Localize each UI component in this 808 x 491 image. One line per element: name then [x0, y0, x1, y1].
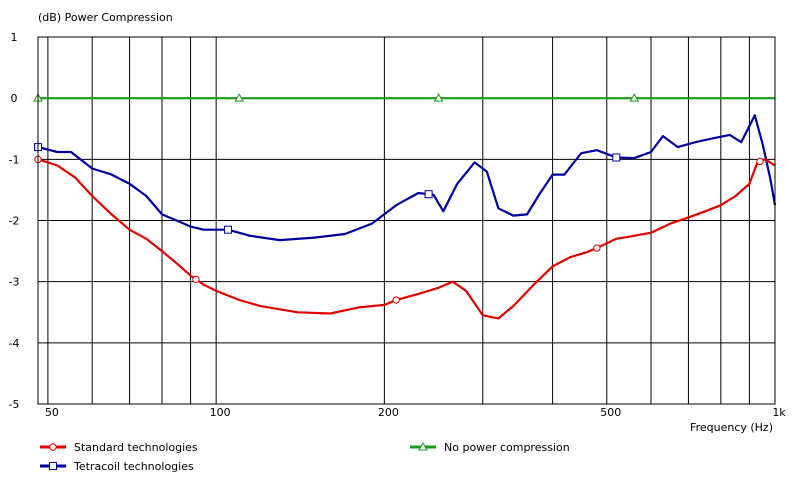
- legend-swatch-marker: [49, 462, 57, 470]
- series-tetracoil-technologies: [34, 114, 777, 242]
- series-marker-no-power-compression: [629, 93, 640, 102]
- series-marker-no-power-compression: [234, 93, 245, 102]
- y-tick-label: 1: [11, 31, 18, 44]
- legend-label: No power compression: [444, 441, 570, 454]
- legend-item-tetracoil-technologies: Tetracoil technologies: [40, 460, 194, 473]
- y-tick-label: -2: [9, 215, 20, 228]
- y-tick-label: -1: [9, 153, 20, 166]
- y-tick-labels: 1 0 -1 -2 -3 -4 -5: [9, 31, 20, 411]
- series-marker-standard-technologies: [392, 296, 400, 304]
- series-marker-standard-technologies: [756, 157, 764, 166]
- x-tick-label: 100: [210, 406, 231, 419]
- series-marker-standard-technologies: [593, 244, 601, 252]
- x-tick-label: 1k: [772, 406, 786, 419]
- series-marker-standard-technologies: [192, 275, 200, 283]
- legend-swatch-marker: [49, 443, 57, 451]
- plot-border: [37, 36, 776, 405]
- legend: Standard technologies Tetracoil technolog…: [40, 441, 570, 473]
- legend-label: Tetracoil technologies: [73, 460, 194, 473]
- y-tick-label: -4: [9, 337, 20, 350]
- chart-title: (dB) Power Compression: [38, 11, 173, 24]
- x-tick-label: 500: [600, 406, 621, 419]
- legend-label: Standard technologies: [74, 441, 198, 454]
- y-tick-label: -5: [9, 398, 20, 411]
- y-tick-label: -3: [9, 276, 20, 289]
- legend-swatch-marker: [418, 441, 428, 451]
- y-tick-label: 0: [11, 92, 18, 105]
- series-line-tetracoil-technologies: [37, 114, 777, 242]
- series-marker-tetracoil-technologies: [223, 225, 232, 234]
- x-tick-label: 50: [45, 406, 59, 419]
- x-tick-label: 200: [378, 406, 399, 419]
- legend-item-no-power-compression: No power compression: [410, 441, 570, 454]
- series-marker-tetracoil-technologies: [424, 190, 433, 199]
- series-line-standard-technologies: [37, 158, 776, 320]
- legend-item-standard-technologies: Standard technologies: [40, 441, 198, 454]
- x-tick-labels: 50 100 200 500 1k: [45, 406, 786, 419]
- series-layer: [33, 93, 777, 320]
- x-axis-label: Frequency (Hz): [690, 421, 773, 434]
- series-standard-technologies: [34, 155, 776, 320]
- series-marker-no-power-compression: [433, 93, 444, 102]
- series-marker-tetracoil-technologies: [612, 153, 621, 162]
